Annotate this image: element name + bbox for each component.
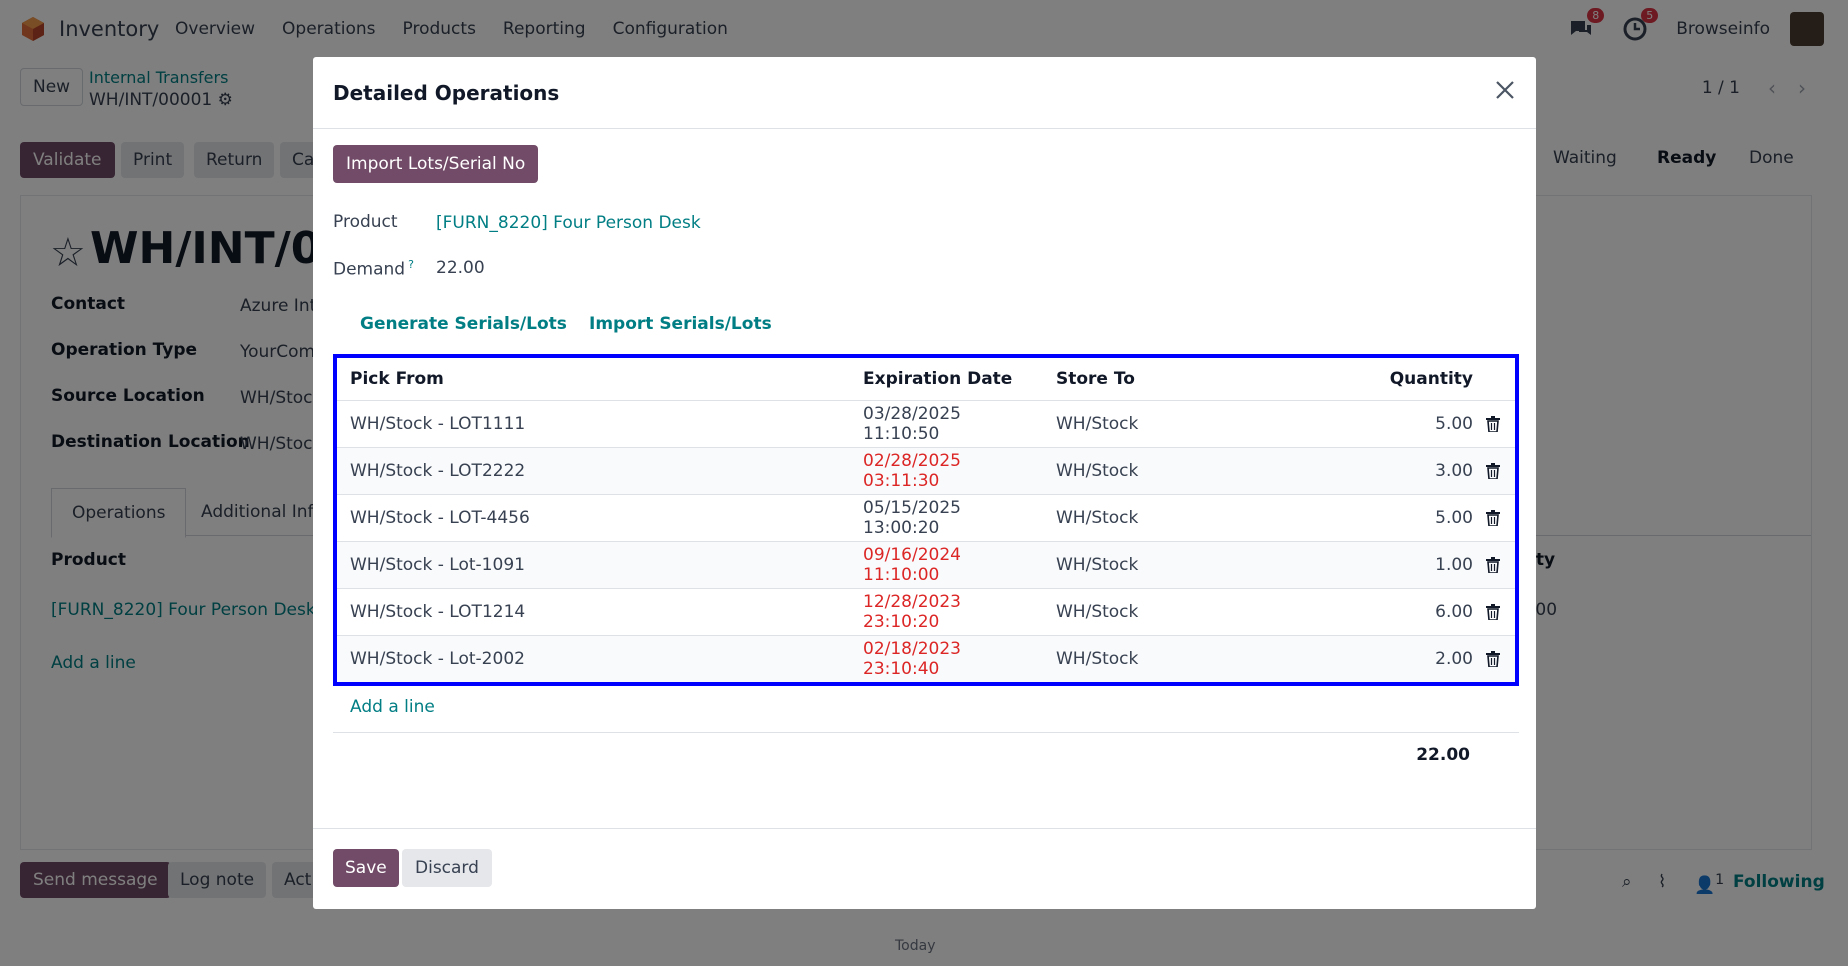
trash-icon[interactable] xyxy=(1486,415,1500,432)
trash-icon[interactable] xyxy=(1486,556,1500,573)
cell-expiration-date[interactable]: 03/28/2025 11:10:50 xyxy=(850,400,1043,448)
detailed-operations-dialog: Detailed Operations Import Lots/Serial N… xyxy=(313,57,1536,909)
table-row[interactable]: WH/Stock - LOT2222 02/28/2025 03:11:30 W… xyxy=(337,447,1515,495)
table-row[interactable]: WH/Stock - Lot-2002 02/18/2023 23:10:40 … xyxy=(337,635,1515,682)
close-icon[interactable] xyxy=(1492,77,1518,103)
cell-store-to[interactable]: WH/Stock xyxy=(1043,494,1243,542)
cell-store-to[interactable]: WH/Stock xyxy=(1043,541,1243,589)
column-header-expiration-date[interactable]: Expiration Date xyxy=(850,358,1043,401)
delete-row-button[interactable] xyxy=(1481,494,1515,542)
cell-store-to[interactable]: WH/Stock xyxy=(1043,588,1243,636)
cell-expiration-date[interactable]: 02/18/2023 23:10:40 xyxy=(850,635,1043,682)
cell-pick-from[interactable]: WH/Stock - LOT2222 xyxy=(337,447,850,495)
cell-quantity[interactable]: 2.00 xyxy=(1243,635,1481,682)
trash-icon[interactable] xyxy=(1486,650,1500,667)
cell-quantity[interactable]: 6.00 xyxy=(1243,588,1481,636)
discard-button[interactable]: Discard xyxy=(402,849,492,887)
delete-row-button[interactable] xyxy=(1481,541,1515,589)
table-row[interactable]: WH/Stock - LOT1214 12/28/2023 23:10:20 W… xyxy=(337,588,1515,636)
import-lots-serial-button[interactable]: Import Lots/Serial No xyxy=(333,145,539,183)
demand-label: Demand? xyxy=(333,258,414,280)
save-button[interactable]: Save xyxy=(333,849,399,887)
product-label: Product xyxy=(333,212,398,232)
help-tooltip-icon[interactable]: ? xyxy=(408,258,414,271)
column-header-store-to[interactable]: Store To xyxy=(1043,358,1243,401)
delete-row-button[interactable] xyxy=(1481,588,1515,636)
column-header-quantity[interactable]: Quantity xyxy=(1243,358,1481,401)
demand-label-text: Demand xyxy=(333,259,406,280)
cell-store-to[interactable]: WH/Stock xyxy=(1043,447,1243,495)
cell-expiration-date[interactable]: 09/16/2024 11:10:00 xyxy=(850,541,1043,589)
add-line-link[interactable]: Add a line xyxy=(350,697,435,717)
cell-store-to[interactable]: WH/Stock xyxy=(1043,400,1243,448)
cell-pick-from[interactable]: WH/Stock - LOT1214 xyxy=(337,588,850,636)
cell-quantity[interactable]: 5.00 xyxy=(1243,494,1481,542)
generate-serials-button[interactable]: Generate Serials/Lots xyxy=(360,314,567,334)
import-serials-button[interactable]: Import Serials/Lots xyxy=(589,314,772,334)
product-value-link[interactable]: [FURN_8220] Four Person Desk xyxy=(436,213,701,233)
cell-quantity[interactable]: 3.00 xyxy=(1243,447,1481,495)
cell-quantity[interactable]: 5.00 xyxy=(1243,400,1481,448)
modal-title: Detailed Operations xyxy=(333,81,560,105)
total-divider xyxy=(333,732,1519,733)
cell-store-to[interactable]: WH/Stock xyxy=(1043,635,1243,682)
table-row[interactable]: WH/Stock - LOT-4456 05/15/2025 13:00:20 … xyxy=(337,494,1515,542)
trash-icon[interactable] xyxy=(1486,462,1500,479)
cell-pick-from[interactable]: WH/Stock - Lot-2002 xyxy=(337,635,850,682)
delete-row-button[interactable] xyxy=(1481,447,1515,495)
cell-expiration-date[interactable]: 12/28/2023 23:10:20 xyxy=(850,588,1043,636)
table-row[interactable]: WH/Stock - LOT1111 03/28/2025 11:10:50 W… xyxy=(337,400,1515,448)
cell-expiration-date[interactable]: 02/28/2025 03:11:30 xyxy=(850,447,1043,495)
delete-row-button[interactable] xyxy=(1481,635,1515,682)
demand-value: 22.00 xyxy=(436,258,485,278)
column-header-actions xyxy=(1481,358,1515,401)
modal-header: Detailed Operations xyxy=(313,57,1536,129)
modal-footer: Save Discard xyxy=(313,828,1536,909)
quantity-total: 22.00 xyxy=(1416,745,1470,765)
cell-quantity[interactable]: 1.00 xyxy=(1243,541,1481,589)
column-header-pick-from[interactable]: Pick From xyxy=(337,358,850,401)
cell-expiration-date[interactable]: 05/15/2025 13:00:20 xyxy=(850,494,1043,542)
delete-row-button[interactable] xyxy=(1481,400,1515,448)
cell-pick-from[interactable]: WH/Stock - Lot-1091 xyxy=(337,541,850,589)
cell-pick-from[interactable]: WH/Stock - LOT-4456 xyxy=(337,494,850,542)
cell-pick-from[interactable]: WH/Stock - LOT1111 xyxy=(337,400,850,448)
trash-icon[interactable] xyxy=(1486,509,1500,526)
move-lines-table: Pick From Expiration Date Store To Quant… xyxy=(333,354,1519,686)
table-row[interactable]: WH/Stock - Lot-1091 09/16/2024 11:10:00 … xyxy=(337,541,1515,589)
table-header-row: Pick From Expiration Date Store To Quant… xyxy=(337,358,1515,401)
trash-icon[interactable] xyxy=(1486,603,1500,620)
